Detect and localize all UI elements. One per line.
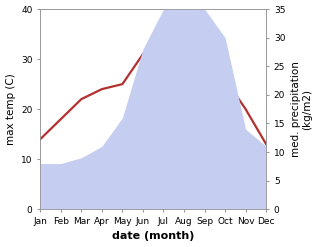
X-axis label: date (month): date (month)	[112, 231, 194, 242]
Y-axis label: med. precipitation
(kg/m2): med. precipitation (kg/m2)	[291, 61, 313, 157]
Y-axis label: max temp (C): max temp (C)	[5, 73, 16, 145]
